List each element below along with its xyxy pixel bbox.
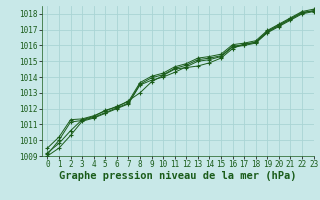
X-axis label: Graphe pression niveau de la mer (hPa): Graphe pression niveau de la mer (hPa) [59,171,296,181]
